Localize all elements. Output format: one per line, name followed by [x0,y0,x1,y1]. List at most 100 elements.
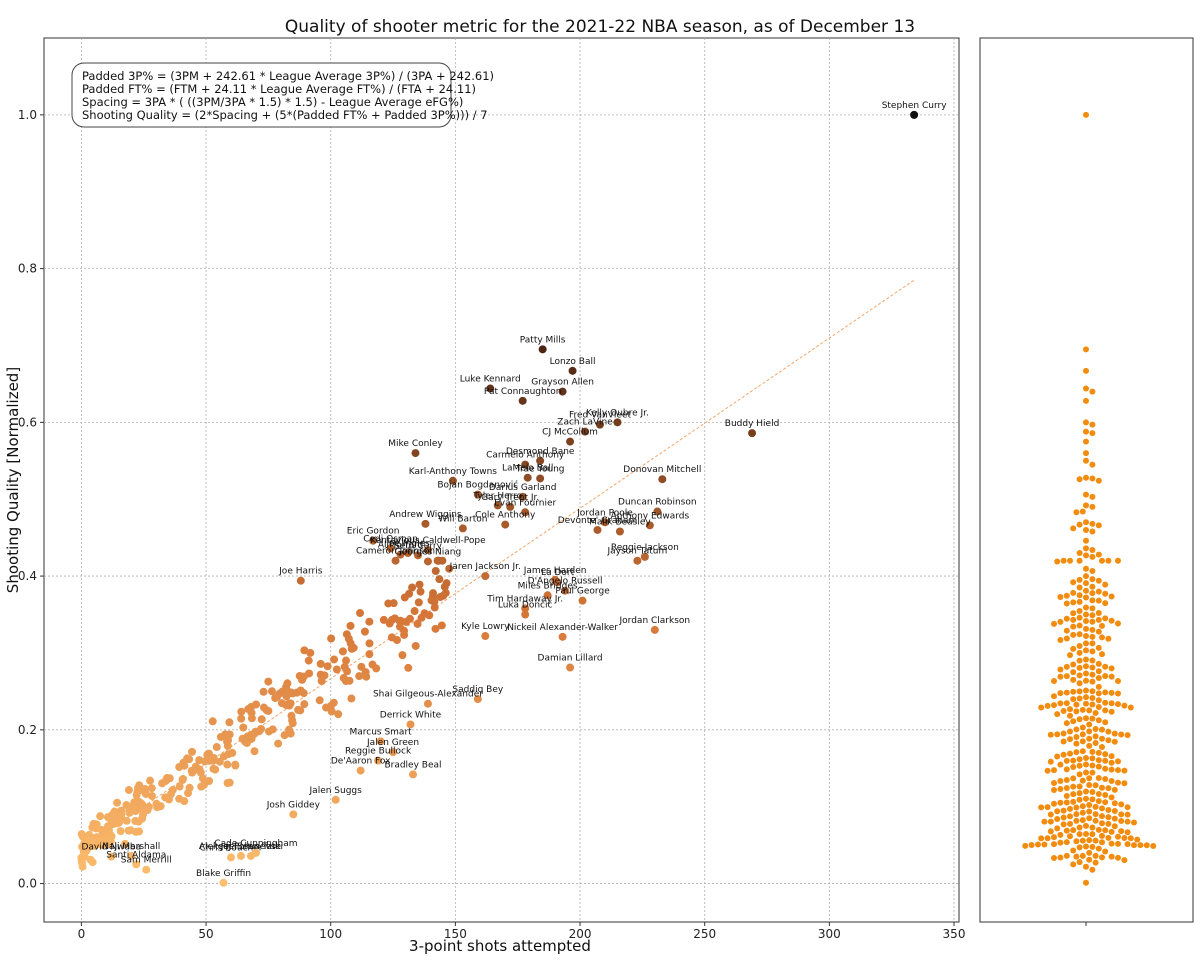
swarm-point [1095,477,1102,484]
swarm-point [1111,800,1118,807]
y-tick-label: 0.8 [18,262,37,276]
swarm-point [1063,852,1070,859]
swarm-point [1083,573,1089,580]
scatter-point [410,607,419,616]
swarm-point [1092,817,1099,824]
swarm-point [1067,712,1073,719]
scatter-point [523,473,532,482]
swarm-point [1063,757,1070,764]
scatter-point [379,615,388,624]
swarm-point [1083,795,1089,802]
player-label: Cameron Johnson [356,547,435,557]
scatter-point [391,556,400,565]
scatter-point [287,711,296,720]
swarm-point [1054,711,1061,718]
scatter-point [288,719,297,728]
swarm-point [1086,837,1093,844]
scatter-point [356,766,365,775]
scatter-point [393,636,402,645]
swarm-point [1079,809,1086,816]
scatter-point [578,596,587,605]
scatter-point [404,663,413,672]
scatter-point [146,776,155,785]
scatter-point [338,647,347,656]
swarm-point [1076,756,1083,763]
swarm-point [1095,690,1102,697]
swarm-point [1143,842,1150,849]
scatter-point [152,799,161,808]
swarm-point [1089,715,1096,722]
swarm-point [1083,843,1089,850]
scatter-point [332,665,341,674]
swarm-point [1105,814,1112,821]
swarm-point [1067,652,1073,659]
swarm-point [1076,521,1083,528]
swarm-point [1089,664,1096,671]
swarm-point [1089,831,1096,838]
x-tick-label: 250 [693,927,716,941]
scatter-point [285,725,294,734]
swarm-point [1054,808,1061,815]
x-tick-label: 50 [198,927,213,941]
scatter-point [304,656,313,665]
scatter-point [132,860,141,869]
main-plot: 0 50 100 150 200 250 300 350 0.0 0.2 0.4 0.6 0.8 1.0… [4,37,965,955]
swarm-point [1118,811,1125,818]
scatter-point [92,840,101,849]
scatter-point [107,852,116,861]
swarm-point [1089,769,1096,776]
player-label: Seth Curry [394,541,443,551]
chart-title: Quality of shooter metric for the 2021-2… [285,17,915,37]
swarm-point [1092,837,1099,844]
scatter-point [640,552,649,561]
scatter-point [431,624,440,633]
swarm-point [1095,616,1102,623]
scatter-point [342,630,351,639]
swarm-point [1108,689,1115,696]
swarm-point [1083,633,1089,640]
swarm-point [1054,558,1061,565]
swarm-point [1086,742,1093,749]
scatter-point [219,878,228,887]
swarm-point [1102,689,1109,696]
swarm-point [1083,656,1089,663]
swarm-point [1083,537,1089,544]
scatter-point [347,694,356,703]
player-label: Joe Harris [278,567,323,577]
swarm-point [1067,820,1073,827]
scatter-point [316,670,325,679]
scatter-point [346,621,355,630]
swarm-point [1076,657,1083,664]
swarm-point [1089,671,1096,678]
swarm-point [1051,855,1057,862]
swarm-point [1060,807,1067,814]
swarm-point [1083,604,1089,611]
scatter-point [175,763,184,772]
swarm-point [1105,834,1112,841]
swarm-point [1111,808,1118,815]
scatter-point [239,723,248,732]
scatter-point [323,662,332,671]
scatter-point [243,732,252,741]
player-label: Jordan Poole [576,508,633,518]
swarm-point [1070,757,1077,764]
swarm-point [1083,694,1089,701]
swarm-point [1073,740,1080,747]
scatter-point [435,575,444,584]
x-axis-ticks: 0 50 100 150 200 250 300 350 [78,922,965,941]
swarm-point [1063,766,1070,773]
scatter-point [427,596,436,605]
swarm-point [1124,818,1131,825]
swarm-point [1127,835,1134,842]
scatter-point [374,756,383,765]
swarm-point [1118,818,1125,825]
swarm-point [1105,807,1112,814]
y-axis-ticks: 0.0 0.2 0.4 0.6 0.8 1.0 [18,108,44,891]
swarm-point [1083,565,1089,572]
scatter-point [83,836,92,845]
formula-padded-ft: Padded FT% = (FTM + 24.11 * League Avera… [82,82,476,96]
player-label: Zach LaVine [557,418,613,428]
scatter-point [340,662,349,671]
scatter-point [285,701,294,710]
swarm-point [1095,588,1102,595]
